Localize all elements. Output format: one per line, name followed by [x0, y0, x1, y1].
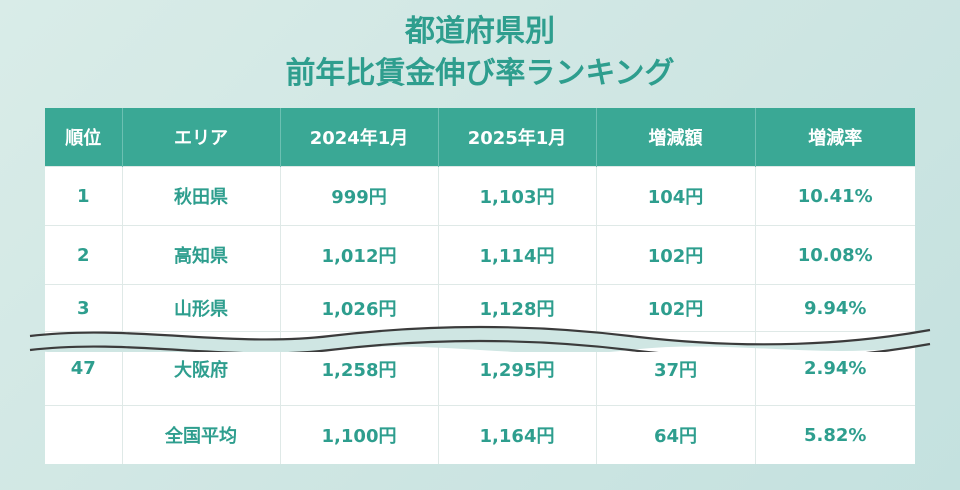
cell-area: 全国平均 — [121, 405, 280, 464]
cell-rank: 3 — [45, 284, 122, 332]
cell-2025-jan: 1,114円 — [437, 225, 596, 285]
table-row: 1 秋田県 999円 1,103円 104円 10.41% — [45, 166, 915, 226]
cell-change-rate: 10.41% — [754, 166, 915, 226]
ranking-table: 順位 エリア 2024年1月 2025年1月 増減額 増減率 1 秋田県 999… — [45, 108, 915, 464]
table-header-row: 順位 エリア 2024年1月 2025年1月 増減額 増減率 — [45, 108, 915, 167]
page-subtitle: 前年比賃金伸び率ランキング — [285, 56, 675, 91]
cell-rank: 2 — [45, 225, 122, 285]
cell-2024-jan: 1,026円 — [279, 284, 438, 332]
cell-2024-jan: 999円 — [279, 166, 438, 226]
header-2024-jan: 2024年1月 — [279, 108, 438, 167]
table-row-average: 全国平均 1,100円 1,164円 64円 5.82% — [45, 405, 915, 464]
cell-rank — [45, 405, 122, 464]
cell-change-amount: 102円 — [595, 225, 755, 285]
cell-area: 高知県 — [121, 225, 280, 285]
cell-2025-jan: 1,164円 — [437, 405, 596, 464]
cell-change-rate: 9.94% — [754, 284, 915, 332]
cell-2025-jan: 1,103円 — [437, 166, 596, 226]
cell-change-rate: 10.08% — [754, 225, 915, 285]
cell-change-amount: 102円 — [595, 284, 755, 332]
table-row: 3 山形県 1,026円 1,128円 102円 9.94% — [45, 284, 915, 332]
header-rank: 順位 — [45, 108, 122, 167]
header-area: エリア — [121, 108, 280, 167]
cell-change-amount: 104円 — [595, 166, 755, 226]
cell-change-amount: 64円 — [595, 405, 755, 464]
page-title: 都道府県別 — [405, 14, 555, 49]
wavy-omission-divider — [29, 325, 931, 352]
cell-2025-jan: 1,128円 — [437, 284, 596, 332]
table-row: 2 高知県 1,012円 1,114円 102円 10.08% — [45, 225, 915, 285]
cell-rank: 1 — [45, 166, 122, 226]
cell-area: 秋田県 — [121, 166, 280, 226]
cell-area: 山形県 — [121, 284, 280, 332]
cell-change-rate: 5.82% — [754, 405, 915, 464]
cell-2024-jan: 1,100円 — [279, 405, 438, 464]
header-change-amount: 増減額 — [595, 108, 755, 167]
header-2025-jan: 2025年1月 — [437, 108, 596, 167]
header-change-rate: 増減率 — [754, 108, 915, 167]
cell-2024-jan: 1,012円 — [279, 225, 438, 285]
